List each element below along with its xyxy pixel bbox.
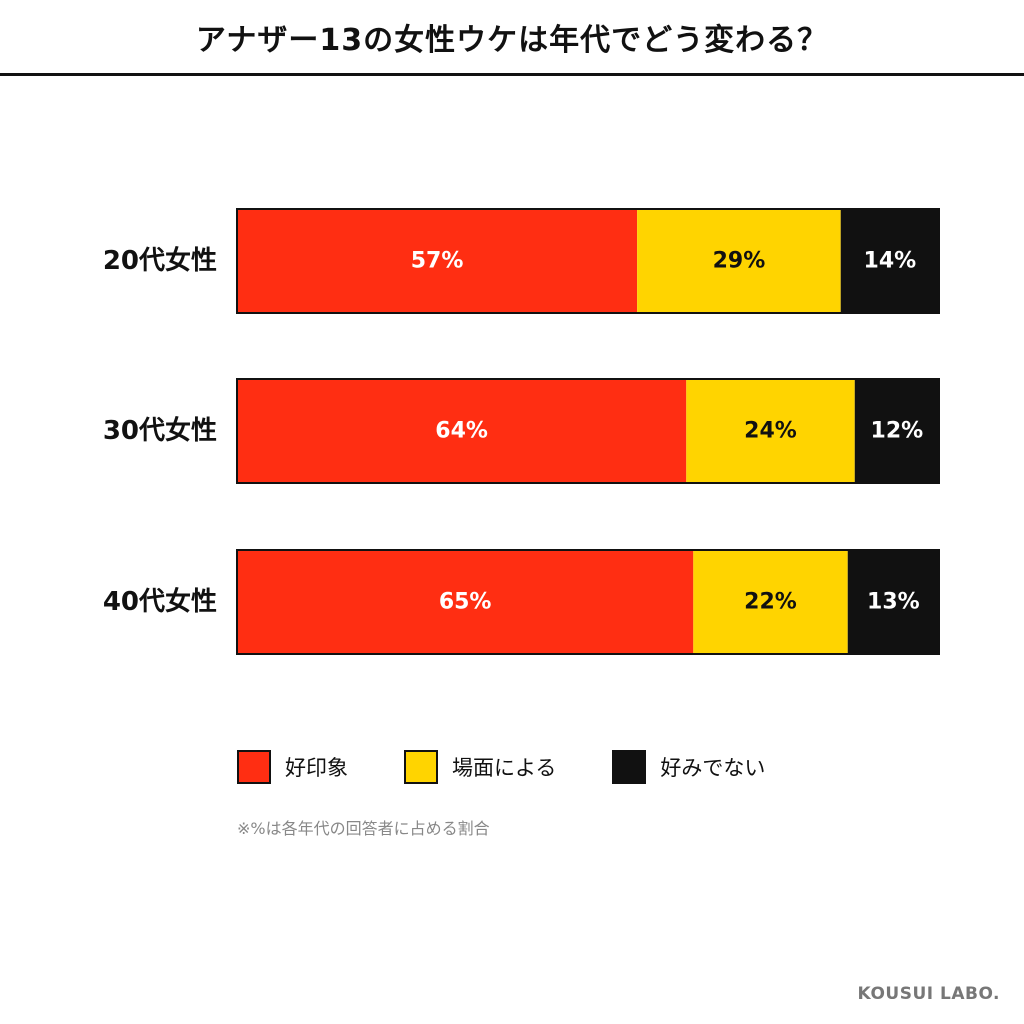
data-label-positive-2: 65% (439, 590, 492, 615)
bar-outline-2 (236, 549, 940, 655)
bar-outline-0 (236, 208, 940, 314)
bar-outline-1 (236, 378, 940, 484)
legend-swatch-neutral (404, 750, 438, 784)
legend-label-positive: 好印象 (285, 756, 348, 780)
data-label-neutral-0: 29% (713, 249, 766, 274)
data-label-neutral-2: 22% (744, 590, 797, 615)
bar-segment-negative-0 (840, 209, 939, 313)
chart-title: アナザー13の女性ウケは年代でどう変わる？ (195, 22, 829, 58)
data-label-negative-2: 13% (867, 590, 920, 615)
data-label-negative-1: 12% (871, 419, 924, 444)
category-label-0: 20代女性 (103, 245, 217, 276)
legend-swatch-positive (237, 750, 271, 784)
legend-swatch-negative (612, 750, 647, 784)
legend-item-neutral: 場面による (404, 750, 556, 784)
bar-segment-negative-2 (847, 550, 939, 654)
stacked-bar-chart: 20代女性 57% 29% 14% 30代女性 64% 24% 12% 40代女性 65% 22% 1… (103, 208, 940, 655)
bar-segment-positive-0 (237, 209, 638, 313)
footnote: ※%は各年代の回答者に占める割合 (237, 819, 490, 838)
bar-segment-positive-1 (237, 379, 687, 483)
chart-legend: 好印象 場面による 好みでない (237, 750, 821, 784)
bar-segment-neutral-1 (686, 379, 855, 483)
bar-segment-neutral-0 (637, 209, 841, 313)
data-label-positive-0: 57% (411, 249, 464, 274)
data-label-neutral-1: 24% (744, 419, 797, 444)
bar-segment-negative-1 (854, 379, 939, 483)
legend-label-negative: 好みでない (660, 756, 766, 780)
bar-segment-neutral-2 (693, 550, 848, 654)
bar-segment-positive-2 (237, 550, 694, 654)
chart-header: アナザー13の女性ウケは年代でどう変わる？ (0, 0, 1024, 76)
data-label-positive-1: 64% (435, 419, 488, 444)
legend-item-negative: 好みでない (612, 750, 765, 784)
legend-label-neutral: 場面による (452, 756, 557, 780)
category-label-2: 40代女性 (103, 586, 217, 617)
data-label-negative-0: 14% (864, 249, 917, 274)
category-label-1: 30代女性 (103, 415, 217, 446)
legend-item-positive: 好印象 (237, 750, 348, 784)
brand-logo-text: KOUSUI LABO. (857, 984, 1000, 1004)
